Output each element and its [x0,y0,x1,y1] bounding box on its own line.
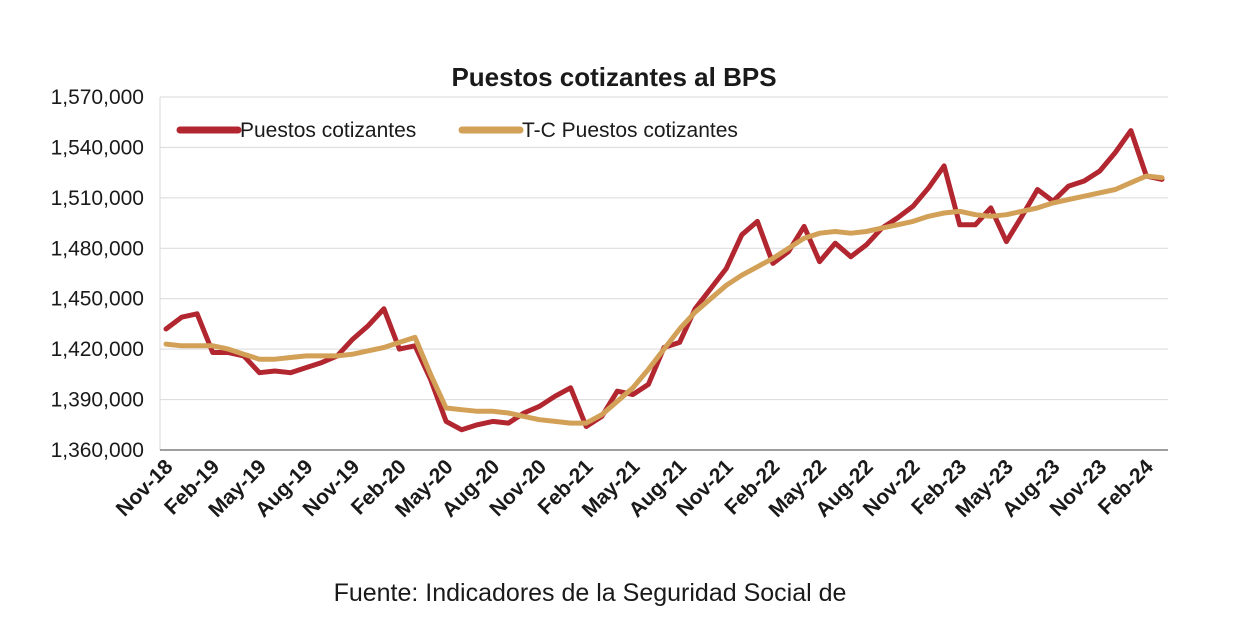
legend-label-trend: T-C Puestos cotizantes [522,119,738,142]
y-tick-label: 1,510,000 [51,187,144,210]
y-tick-label: 1,570,000 [51,86,144,109]
series-lines [163,128,1165,433]
legend-label-raw: Puestos cotizantes [240,119,416,142]
x-axis: Nov-18Feb-19May-19Aug-19Nov-19Feb-20May-… [112,455,1158,522]
y-axis: 1,360,000 1,390,000 1,420,000 1,450,000 1,48… [51,86,144,462]
y-tick-label: 1,450,000 [51,288,144,311]
chart-title: Puestos cotizantes al BPS [451,62,776,92]
legend: Puestos cotizantes T-C Puestos cotizante… [176,119,738,142]
y-tick-label: 1,540,000 [51,136,144,159]
y-tick-label: 1,420,000 [51,338,144,361]
source-note: Fuente: Indicadores de la Seguridad Soci… [334,579,847,607]
grid-lines [159,96,1168,450]
y-tick-label: 1,360,000 [51,439,144,462]
y-tick-label: 1,480,000 [51,237,144,260]
y-tick-label: 1,390,000 [51,389,144,412]
series-line-puestos-cotizantes [163,128,1165,433]
series-line-tc-puestos-cotizantes [163,173,1165,426]
